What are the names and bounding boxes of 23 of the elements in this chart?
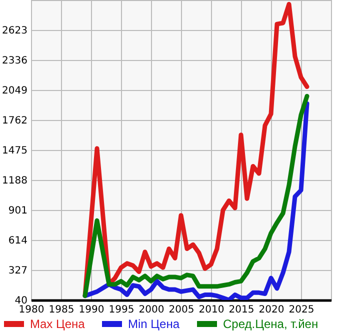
legend-label: Min Цена xyxy=(128,317,180,331)
x-tick-label: 1995 xyxy=(108,304,134,316)
x-tick-label: 2005 xyxy=(168,304,194,316)
x-tick-label: 1985 xyxy=(48,304,74,316)
y-tick-label: 40 xyxy=(14,296,28,306)
y-tick-label: 327 xyxy=(8,266,28,276)
x-tick-label: 2010 xyxy=(198,304,224,316)
legend-label: Max Цена xyxy=(30,317,86,331)
y-tick-label: 1762 xyxy=(2,116,28,126)
y-tick-label: 2049 xyxy=(2,86,28,96)
x-tick-label: 2015 xyxy=(228,304,254,316)
x-tick-label: 2000 xyxy=(138,304,164,316)
y-tick-label: 614 xyxy=(8,236,28,246)
x-tick-label: 2025 xyxy=(288,304,314,316)
y-tick-label: 901 xyxy=(8,206,28,216)
y-tick-label: 2623 xyxy=(2,26,28,36)
y-tick-label: 2336 xyxy=(2,56,28,66)
x-tick-label: 2020 xyxy=(258,304,284,316)
x-tick-label: 1980 xyxy=(18,304,44,316)
legend-label: Сред.Цена, т.йен xyxy=(223,317,318,331)
y-tick-label: 1188 xyxy=(2,176,28,186)
y-tick-label: 1475 xyxy=(2,146,28,156)
x-tick-label: 1990 xyxy=(78,304,104,316)
